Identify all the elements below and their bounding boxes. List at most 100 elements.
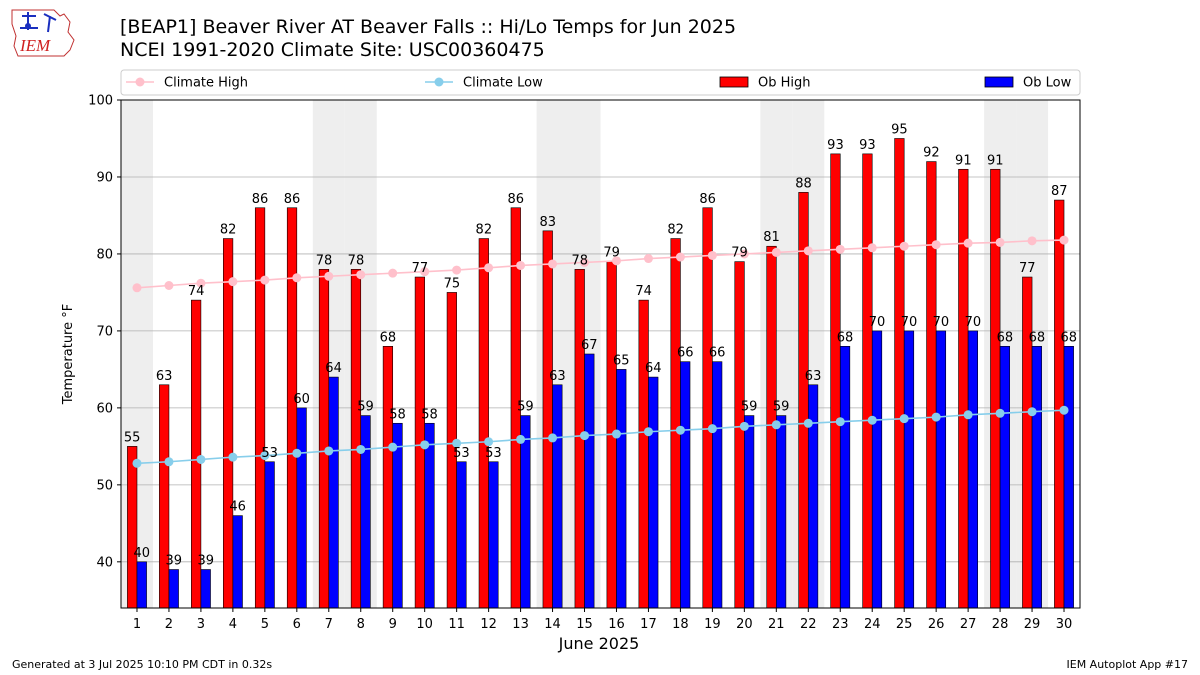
climate-high-point [580, 257, 590, 267]
climate-low-point [260, 451, 270, 461]
ob-low-label: 59 [773, 400, 790, 415]
x-tick-label-9: 9 [389, 617, 397, 632]
legend-climate-high: Climate High [126, 76, 248, 91]
ob-low-label: 70 [869, 315, 886, 330]
x-tick-label-30: 30 [1056, 617, 1073, 632]
ob-low-label: 59 [741, 400, 758, 415]
climate-low-point [196, 454, 206, 464]
climate-low-point [611, 429, 621, 439]
ob-low-label: 67 [581, 338, 598, 353]
x-tick-label-8: 8 [357, 617, 365, 632]
x-tick-label-29: 29 [1024, 617, 1041, 632]
ob-high-label: 92 [923, 146, 940, 161]
ob-low-label: 66 [709, 346, 726, 361]
x-tick-label-18: 18 [672, 617, 689, 632]
ob-low-bar [680, 361, 691, 609]
generated-timestamp: Generated at 3 Jul 2025 10:10 PM CDT in … [12, 658, 273, 671]
ob-high-bar [318, 269, 330, 609]
legend-ob-high: Ob High [719, 76, 811, 91]
ob-low-label: 59 [517, 400, 534, 415]
x-tick-label-2: 2 [165, 617, 173, 632]
climate-low-point [1059, 405, 1069, 415]
climate-low-point [228, 452, 238, 462]
climate-high-point [260, 275, 270, 285]
ob-high-label: 55 [124, 430, 141, 445]
climate-low-point [643, 427, 653, 437]
x-tick-label-7: 7 [325, 617, 333, 632]
x-tick-label-25: 25 [896, 617, 913, 632]
legend-label-climate-high: Climate High [164, 76, 248, 91]
legend-label-ob-low: Ob Low [1023, 76, 1072, 91]
ob-low-bar [488, 461, 499, 609]
ob-high-bar [830, 153, 841, 609]
ob-high-label: 81 [763, 230, 780, 245]
ob-high-bar [894, 138, 905, 609]
ob-high-label: 77 [1019, 261, 1036, 276]
ob-low-bar [616, 369, 627, 609]
y-axis-label: Temperature °F [61, 304, 76, 405]
ob-low-label: 58 [389, 407, 406, 422]
ob-low-label: 60 [293, 392, 310, 407]
ob-high-bar [958, 168, 969, 609]
ob-low-label: 70 [965, 315, 982, 330]
y-tick-label-80: 80 [96, 247, 113, 262]
legend-climate-low: Climate Low [425, 76, 543, 91]
climate-low-point [1027, 407, 1037, 417]
climate-high-point [452, 265, 462, 275]
ob-low-bar [232, 515, 243, 609]
x-tick-label-10: 10 [416, 617, 433, 632]
climate-high-point [228, 277, 238, 287]
climate-low-point [899, 414, 909, 424]
ob-low-bar [264, 461, 275, 609]
ob-high-label: 79 [731, 246, 748, 261]
ob-high-label: 78 [348, 253, 365, 268]
ob-high-bar [254, 207, 266, 609]
climate-low-point [707, 424, 717, 434]
climate-low-point [739, 421, 749, 431]
x-tick-label-17: 17 [640, 617, 657, 632]
chart-title: [BEAP1] Beaver River AT Beaver Falls :: … [120, 16, 737, 38]
x-tick-label-23: 23 [832, 617, 849, 632]
climate-high-point [739, 249, 749, 259]
ob-low-bar [424, 422, 435, 609]
ob-low-label: 68 [1029, 330, 1046, 345]
climate-high-point [1059, 235, 1069, 245]
climate-high-point [707, 250, 717, 260]
ob-high-bar [702, 207, 713, 609]
ob-low-bar [360, 415, 371, 609]
ob-high-label: 93 [859, 138, 876, 153]
ob-low-label: 66 [677, 346, 694, 361]
climate-low-point [835, 417, 845, 427]
climate-low-point [963, 410, 973, 420]
y-tick-label-100: 100 [88, 94, 113, 109]
ob-low-bar [168, 569, 179, 609]
ob-low-bar [935, 330, 947, 609]
climate-high-point [324, 271, 334, 281]
ob-low-bar [839, 346, 851, 609]
x-tick-label-27: 27 [960, 617, 977, 632]
logo-text: IEM [19, 36, 51, 55]
climate-low-point [292, 448, 302, 458]
ob-high-label: 74 [635, 284, 652, 299]
ob-low-bar [200, 569, 211, 609]
ob-low-label: 70 [901, 315, 918, 330]
climate-low-point [867, 415, 877, 425]
ob-high-bar [926, 161, 937, 609]
ob-low-label: 53 [453, 446, 470, 461]
ob-high-bar [638, 299, 649, 609]
legend-ob-low: Ob Low [984, 76, 1072, 91]
ob-low-label: 53 [261, 446, 278, 461]
climate-low-point [516, 434, 526, 444]
ob-low-bar [648, 376, 659, 609]
x-tick-label-21: 21 [768, 617, 785, 632]
climate-high-point [611, 256, 621, 266]
x-tick-label-11: 11 [448, 617, 465, 632]
ob-low-bar [1063, 346, 1074, 609]
ob-low-label: 53 [485, 446, 502, 461]
ob-high-label: 86 [508, 192, 525, 207]
x-tick-label-20: 20 [736, 617, 753, 632]
ob-low-bar [871, 330, 883, 609]
climate-high-point [803, 246, 813, 256]
climate-high-point [164, 280, 174, 290]
ob-high-label: 93 [827, 138, 844, 153]
